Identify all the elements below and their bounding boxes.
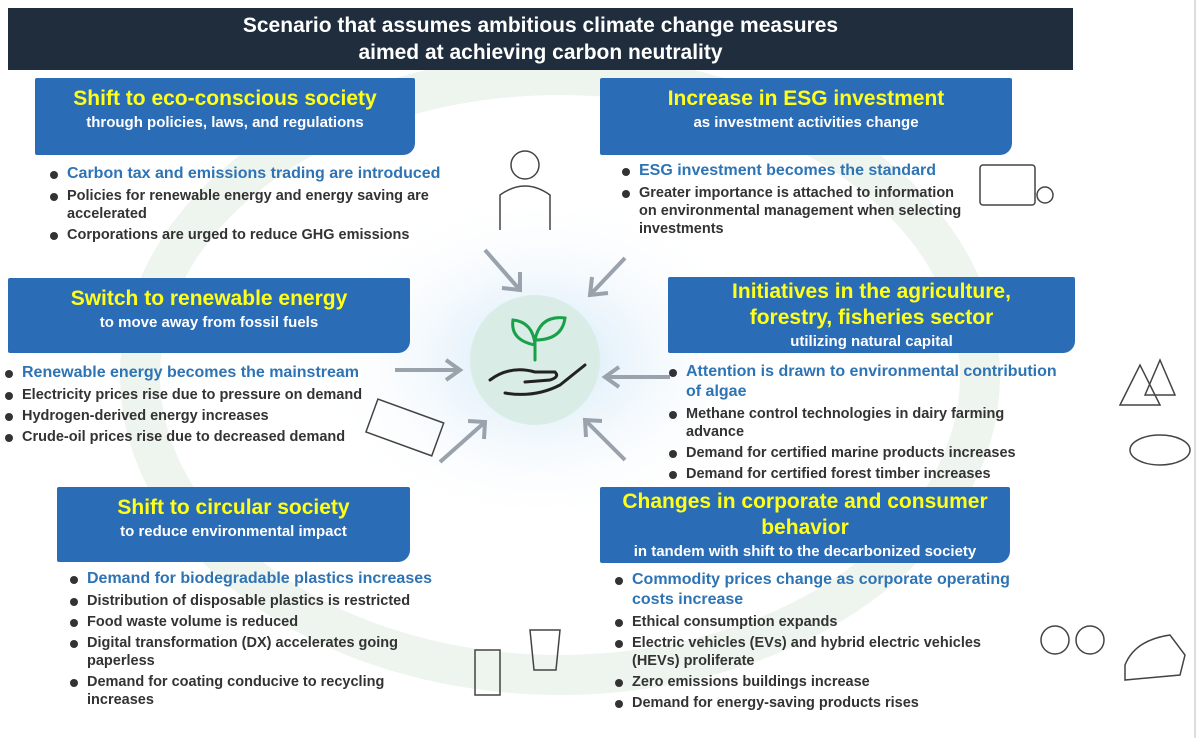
bullet-item: Electric vehicles (EVs) and hybrid elect…	[612, 634, 1012, 670]
page: {"header": {"title_lines": ["Scenario th…	[0, 0, 1196, 738]
bullet-item: Ethical consumption expands	[612, 613, 1012, 631]
section-title: Initiatives in the agriculture,	[668, 279, 1075, 305]
bullet-item: Food waste volume is reduced	[67, 613, 442, 631]
bullet-item: Demand for certified forest timber incre…	[666, 465, 1066, 483]
bullet-item: Renewable energy becomes the mainstream	[2, 363, 394, 383]
section-subtitle: utilizing natural capital	[668, 331, 1075, 353]
bullet-item: Crude-oil prices rise due to decreased d…	[2, 428, 394, 446]
bullet-item: Methane control technologies in dairy fa…	[666, 405, 1066, 441]
section-subtitle: to move away from fossil fuels	[8, 312, 410, 334]
section-title: Shift to eco-conscious society	[35, 86, 415, 112]
bullet-item: Demand for energy-saving products rises	[612, 694, 1012, 712]
bullet-list: Commodity prices change as corporate ope…	[612, 570, 1012, 715]
bullet-item: Digital transformation (DX) accelerates …	[67, 634, 442, 670]
section-title: Changes in corporate and consumer	[600, 489, 1010, 515]
section-subtitle: to reduce environmental impact	[57, 521, 410, 543]
bullet-item: Corporations are urged to reduce GHG emi…	[47, 226, 459, 244]
bullet-item: ESG investment becomes the standard	[619, 161, 964, 181]
bullet-item: Electricity prices rise due to pressure …	[2, 386, 394, 404]
bullet-item: Distribution of disposable plastics is r…	[67, 592, 442, 610]
header: Scenario that assumes ambitious climate …	[8, 8, 1073, 70]
bullet-item: Policies for renewable energy and energy…	[47, 187, 459, 223]
section-header: Initiatives in the agriculture,forestry,…	[668, 277, 1075, 353]
section-title: Shift to circular society	[57, 495, 410, 521]
page-body: Scenario that assumes ambitious climate …	[0, 0, 1196, 738]
bullet-item: Demand for certified marine products inc…	[666, 444, 1066, 462]
bullet-item: Hydrogen-derived energy increases	[2, 407, 394, 425]
bullet-item: Carbon tax and emissions trading are int…	[47, 164, 459, 184]
bullet-list: Renewable energy becomes the mainstream E…	[2, 363, 394, 449]
section-title: Switch to renewable energy	[8, 286, 410, 312]
section-title: forestry, fisheries sector	[668, 305, 1075, 331]
bullet-item: Demand for biodegradable plastics increa…	[67, 569, 442, 589]
header-title: aimed at achieving carbon neutrality	[8, 39, 1073, 66]
bullet-item: Greater importance is attached to inform…	[619, 184, 964, 238]
section-title: Increase in ESG investment	[600, 86, 1012, 112]
bullet-list: ESG investment becomes the standard Great…	[619, 161, 964, 241]
section-subtitle: through policies, laws, and regulations	[35, 112, 415, 134]
section-title: behavior	[600, 515, 1010, 541]
section-subtitle: in tandem with shift to the decarbonized…	[600, 541, 1010, 563]
bullet-item: Demand for coating conducive to recyclin…	[67, 673, 442, 709]
bullet-list: Demand for biodegradable plastics increa…	[67, 569, 442, 712]
bullet-list: Attention is drawn to environmental cont…	[666, 362, 1066, 486]
bullet-item: Commodity prices change as corporate ope…	[612, 570, 1012, 610]
bullet-list: Carbon tax and emissions trading are int…	[47, 164, 459, 247]
header-title: Scenario that assumes ambitious climate …	[8, 12, 1073, 39]
bullet-item: Attention is drawn to environmental cont…	[666, 362, 1066, 402]
bullet-item: Zero emissions buildings increase	[612, 673, 1012, 691]
section-subtitle: as investment activities change	[600, 112, 1012, 134]
